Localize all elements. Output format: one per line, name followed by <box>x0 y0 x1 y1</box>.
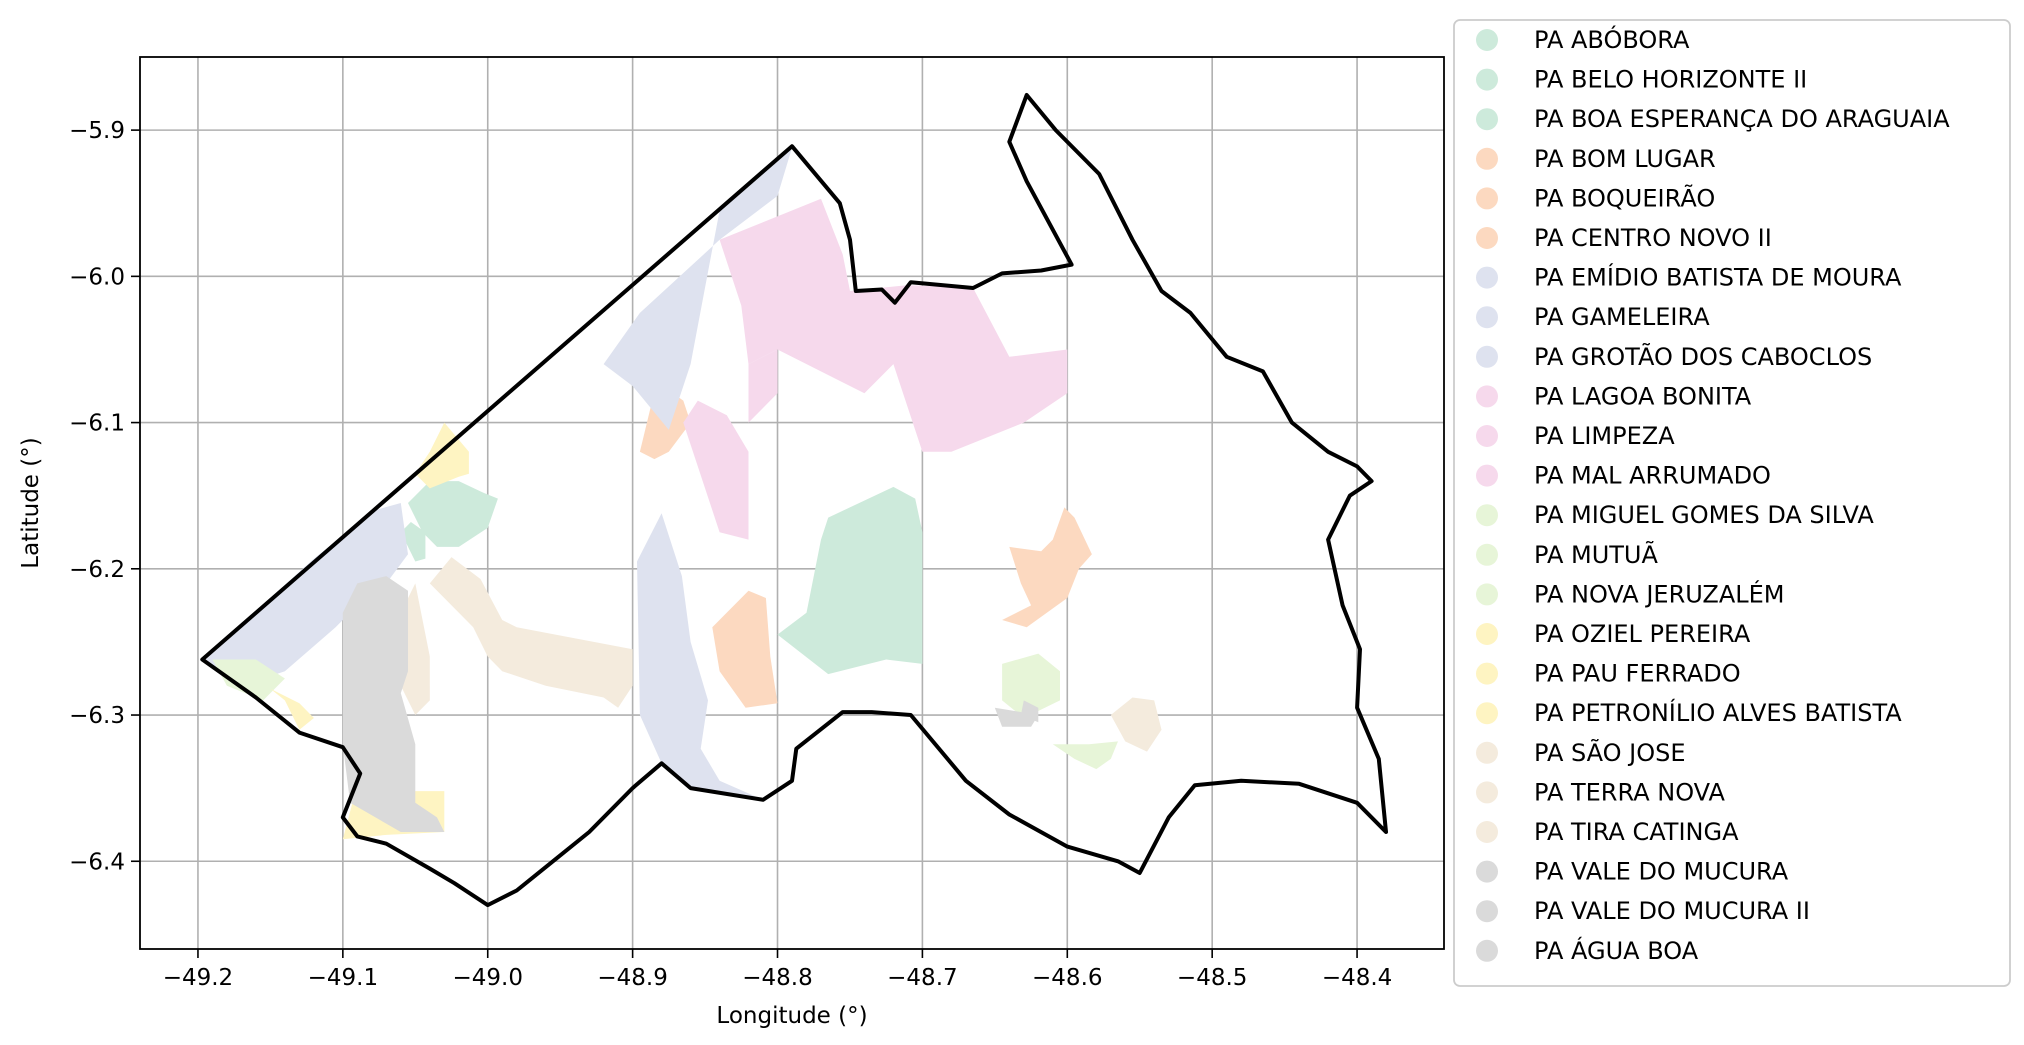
legend-entry: PA MUTUÃ <box>1534 539 1658 569</box>
legend-marker <box>1476 662 1498 685</box>
legend-entry: PA CENTRO NOVO II <box>1534 224 1772 252</box>
legend-marker <box>1476 187 1498 210</box>
legend-marker <box>1476 821 1498 843</box>
legend-entry: PA ÁGUA BOA <box>1534 936 1699 965</box>
legend-marker <box>1476 939 1498 962</box>
legend-marker <box>1476 425 1498 447</box>
y-tick-label: −6.2 <box>69 557 125 583</box>
legend-entry: PA MIGUEL GOMES DA SILVA <box>1534 501 1874 529</box>
polygon-pa-s-o-jose <box>429 557 633 708</box>
legend-marker <box>1476 385 1498 408</box>
legend-frame <box>1453 19 2011 987</box>
legend-entry: PA BOA ESPERANÇA DO ARAGUAIA <box>1534 105 1950 133</box>
polygon-pa-centro-novo-ii <box>1002 507 1092 628</box>
polygon-pa-mutu- <box>1052 741 1118 770</box>
x-tick-label: −49.1 <box>308 965 378 991</box>
legend-marker <box>1476 29 1498 51</box>
legend-entry: PA LAGOA BONITA <box>1534 382 1752 410</box>
polygon-pa-lagoa-bonita <box>719 198 1068 452</box>
legend-entry: PA EMÍDIO BATISTA DE MOURA <box>1534 263 1902 292</box>
legend-marker <box>1476 583 1498 606</box>
x-tick-label: −49.0 <box>452 965 522 991</box>
x-tick-label: −48.7 <box>887 965 957 991</box>
legend-entry: PA VALE DO MUCURA <box>1534 858 1789 886</box>
legend-marker <box>1476 741 1498 764</box>
x-tick-label: −48.4 <box>1322 965 1392 991</box>
polygon-pa-mal-arrumado <box>748 349 778 423</box>
legend-marker <box>1476 543 1498 566</box>
legend-marker <box>1476 504 1498 527</box>
legend-entry: PA OZIEL PEREIRA <box>1534 620 1751 648</box>
polygon-pa-tira-catinga <box>1110 697 1162 752</box>
legend-marker <box>1476 860 1498 883</box>
municipality-boundary <box>200 93 1388 908</box>
y-tick-label: −6.3 <box>69 703 125 729</box>
polygon-pa-boqueir-o <box>712 590 778 708</box>
legend-entry: PA BOM LUGAR <box>1534 145 1716 173</box>
legend-entry: PA PAU FERRADO <box>1534 660 1741 688</box>
legend-entry: PA BELO HORIZONTE II <box>1534 66 1807 94</box>
legend: PA ABÓBORA PA BELO HORIZONTE II PA BOA ESP… <box>1476 24 1950 965</box>
legend-marker <box>1476 266 1498 289</box>
legend-marker <box>1476 227 1498 249</box>
polygon-pa-vale-do-mucura <box>342 576 445 832</box>
polygon-pa-nova-jeruzal-m <box>212 659 285 701</box>
polygon-pa-vale-do-mucura-ii <box>994 707 1039 727</box>
y-axis-label: Latitude (°) <box>18 437 44 568</box>
polygon-pa-grot-o-dos-caboclos <box>202 503 408 686</box>
legend-entry: PA TERRA NOVA <box>1534 778 1726 806</box>
y-tick-label: −6.1 <box>69 411 125 437</box>
y-tick-label: −5.9 <box>69 118 125 144</box>
settlement-polygons <box>202 147 1162 840</box>
legend-marker <box>1476 781 1498 804</box>
plot-frame <box>139 56 1445 950</box>
legend-marker <box>1476 68 1498 91</box>
legend-entry: PA NOVA JERUZALÉM <box>1534 579 1785 608</box>
y-tick-label: −6.4 <box>69 849 125 875</box>
legend-entry: PA MAL ARRUMADO <box>1534 462 1771 490</box>
legend-entry: PA GROTÃO DOS CABOCLOS <box>1534 341 1872 371</box>
polygon-pa-terra-nova <box>400 583 430 715</box>
polygon-pa-gameleira <box>637 513 763 800</box>
x-axis-label: Longitude (°) <box>716 1003 867 1029</box>
axis-ticks: −49.2 −49.1 −49.0 −48.9 −48.8 −48.7 −48.6 −48.5… <box>69 118 1392 991</box>
x-tick-label: −48.8 <box>742 965 812 991</box>
legend-marker <box>1476 147 1498 170</box>
polygon-pa-ab-bora <box>777 486 923 675</box>
legend-entry: PA VALE DO MUCURA II <box>1534 897 1810 925</box>
polygon-pa-gua-boa <box>1020 700 1039 723</box>
legend-marker <box>1476 345 1498 368</box>
legend-entry: PA PETRONÍLIO ALVES BATISTA <box>1534 698 1902 727</box>
polygon-pa-miguel-gomes-da-silva <box>1002 653 1060 718</box>
x-tick-label: −48.5 <box>1177 965 1247 991</box>
legend-marker <box>1476 108 1498 131</box>
polygon-pa-limpeza <box>683 400 749 540</box>
polygon-pa-belo-horizonte-ii <box>408 481 498 547</box>
polygon-pa-boa-esperan-a-do-araguaia <box>400 522 426 562</box>
x-tick-label: −48.9 <box>597 965 667 991</box>
x-tick-label: −48.6 <box>1032 965 1102 991</box>
legend-entry: PA BOQUEIRÃO <box>1534 182 1715 212</box>
grid-lines <box>140 57 1444 949</box>
legend-marker <box>1476 623 1498 645</box>
legend-entry: PA LIMPEZA <box>1534 422 1675 450</box>
legend-marker <box>1476 900 1498 923</box>
legend-marker <box>1476 702 1498 725</box>
legend-entry: PA TIRA CATINGA <box>1534 818 1739 846</box>
y-tick-label: −6.0 <box>69 264 125 290</box>
legend-marker <box>1476 464 1498 487</box>
legend-entry: PA ABÓBORA <box>1534 24 1690 54</box>
legend-marker <box>1476 306 1498 329</box>
polygon-pa-em-dio-batista-de-moura <box>603 147 792 430</box>
legend-entry: PA SÃO JOSE <box>1534 737 1686 767</box>
legend-entry: PA GAMELEIRA <box>1534 303 1710 331</box>
x-tick-label: −49.2 <box>163 965 233 991</box>
polygon-pa-petron-lio-alves-batista <box>270 688 314 730</box>
